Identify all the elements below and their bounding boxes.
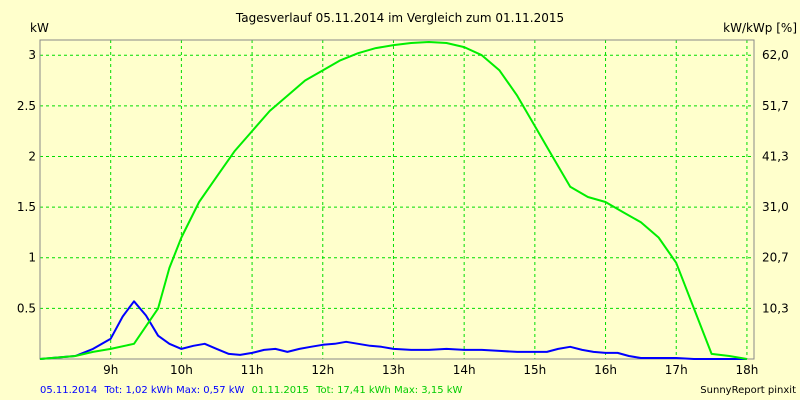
y-axis-right-label: kW/kWp [%] [723,21,797,35]
legend-series2-stats: Tot: 17,41 kWh Max: 3,15 kW [315,385,462,396]
x-tick-label: 15h [523,363,546,377]
grid [40,40,754,359]
y-right-tick-label: 20,7 [762,251,789,265]
x-tick-label: 11h [241,363,264,377]
x-tick-label: 18h [735,363,758,377]
y-right-tick-label: 41,3 [762,149,789,163]
y-left-tick-label: 3 [28,48,36,62]
x-axis-ticks: 9h 10h 11h 12h 13h 14h 15h 16h 17h 18h [103,363,758,377]
x-tick-label: 16h [594,363,617,377]
legend-series1-label: 05.11.2014 [40,385,97,396]
chart-title: Tagesverlauf 05.11.2014 im Vergleich zum… [235,11,564,25]
y-right-tick-label: 31,0 [762,200,789,214]
y-right-tick-label: 10,3 [762,301,789,315]
y-right-tick-label: 62,0 [762,48,789,62]
y-left-tick-label: 1 [28,251,36,265]
plot-frame [39,39,755,360]
x-tick-label: 12h [311,363,334,377]
series-lines [39,41,748,360]
legend-series2-label: 01.11.2015 [252,385,309,396]
series-line-1 [39,300,747,360]
y-left-tick-label: 2.5 [17,99,36,113]
x-tick-label: 10h [170,363,193,377]
y-axis-right-ticks: 10,3 20,7 31,0 41,3 51,7 62,0 [762,48,789,315]
x-tick-label: 17h [665,363,688,377]
credit: SunnyReport pinxit [700,385,796,396]
y-axis-left-ticks: 0.5 1 1.5 2 2.5 3 [17,48,36,315]
y-axis-left-label: kW [30,21,49,35]
x-tick-label: 14h [453,363,476,377]
y-left-tick-label: 1.5 [17,200,36,214]
series-line-2 [39,41,748,360]
x-tick-label: 13h [382,363,405,377]
y-left-tick-label: 2 [28,149,36,163]
legend-series1-stats: Tot: 1,02 kWh Max: 0,57 kW [103,385,244,396]
x-tick-label: 9h [103,363,118,377]
y-left-tick-label: 0.5 [17,301,36,315]
legend: 05.11.2014 Tot: 1,02 kWh Max: 0,57 kW 01… [40,385,463,396]
y-right-tick-label: 51,7 [762,99,789,113]
